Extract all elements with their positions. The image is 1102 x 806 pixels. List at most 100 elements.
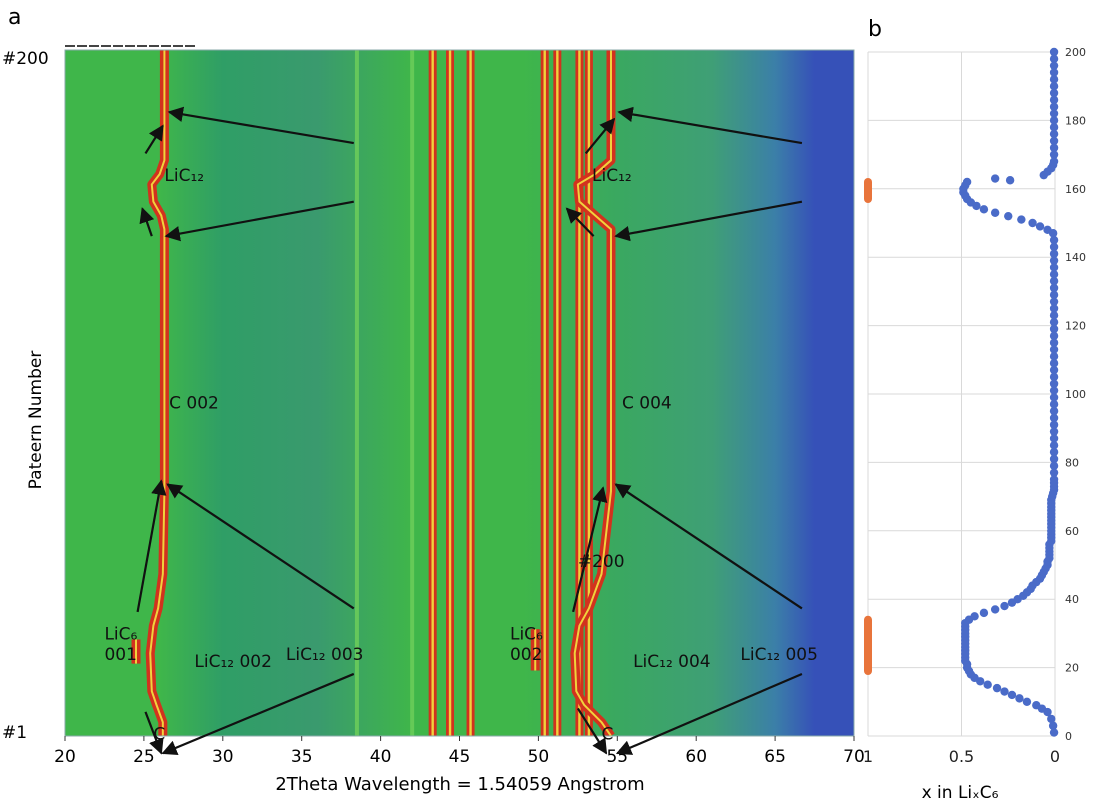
data-point xyxy=(1047,714,1056,724)
peak-layer xyxy=(131,50,616,736)
data-point xyxy=(1049,331,1059,341)
data-point xyxy=(1015,694,1024,703)
data-point xyxy=(1049,324,1059,334)
data-point xyxy=(1049,413,1059,423)
data-point xyxy=(1049,420,1059,429)
y-tick-label: 0 xyxy=(1065,730,1072,743)
data-point xyxy=(1049,441,1059,450)
x-tick-label: 60 xyxy=(685,747,707,767)
data-point xyxy=(1049,379,1059,388)
annotation-arrow xyxy=(161,672,355,756)
data-point xyxy=(1049,235,1059,245)
annotation-arrow xyxy=(144,124,164,155)
data-point xyxy=(1049,297,1059,306)
data-point xyxy=(1049,157,1059,166)
data-point xyxy=(990,174,1000,183)
data-point xyxy=(1049,102,1059,111)
panel-b-label: b xyxy=(868,17,882,42)
data-point xyxy=(1004,211,1013,221)
vertical-band-core xyxy=(431,50,434,736)
data-point xyxy=(1049,143,1059,152)
vertical-band-core xyxy=(556,50,559,736)
y-tick-label: 180 xyxy=(1065,114,1086,127)
data-point xyxy=(1043,225,1052,235)
arrow-layer xyxy=(136,106,803,756)
data-point xyxy=(1049,386,1059,395)
data-point xyxy=(1049,136,1059,146)
peak-annotation: #200 xyxy=(578,552,625,572)
ticks-b: 0 20 40 60 80 100 120 140 160 180 200 1 0.5 0 xyxy=(863,46,1086,766)
data-point xyxy=(1000,601,1009,611)
annotation-arrow xyxy=(565,207,595,237)
data-point xyxy=(1049,317,1059,327)
annotation-arrow xyxy=(164,200,354,242)
data-point xyxy=(990,605,1000,614)
x-tick-label: 0 xyxy=(1050,747,1060,766)
peak-annotation: LiC₆ xyxy=(510,624,543,644)
annotation-arrow xyxy=(617,106,803,145)
data-point xyxy=(1049,427,1059,436)
data-point xyxy=(1049,116,1059,125)
x-tick-label: 40 xyxy=(370,747,392,767)
peak-annotation: LiC₁₂ 004 xyxy=(633,652,711,672)
data-point xyxy=(1032,701,1041,710)
data-point xyxy=(1049,82,1059,91)
x-tick-label: 30 xyxy=(212,747,234,767)
data-point xyxy=(1049,365,1059,375)
panel-a-label: a xyxy=(8,5,21,30)
annotation-arrow xyxy=(584,117,616,155)
data-point xyxy=(1049,249,1059,258)
annotation-arrow xyxy=(615,672,803,755)
data-point xyxy=(1022,697,1032,706)
data-point xyxy=(1049,434,1059,443)
peak-annotation: C 004 xyxy=(622,394,672,414)
data-point xyxy=(1049,109,1059,118)
data-point xyxy=(1049,359,1059,368)
y-tick-label: 160 xyxy=(1065,183,1086,196)
peak-annotation: LiC₁₂ 002 xyxy=(194,652,272,672)
annotation-arrow xyxy=(139,207,155,237)
x-tick-label: 0.5 xyxy=(949,747,974,766)
pattern-bottom-label: #1 xyxy=(2,723,27,743)
data-point xyxy=(1049,290,1059,300)
annotation-arrow xyxy=(136,479,167,613)
data-point xyxy=(1049,352,1059,361)
panel-b: b 0 20 40 60 80 100 120 140 160 180 200 1 0.5 0 x in … xyxy=(863,17,1086,803)
peak-core-graphite-004 xyxy=(573,50,612,736)
data-point xyxy=(1049,95,1059,105)
data-point xyxy=(1049,406,1059,416)
data-point xyxy=(1049,393,1059,402)
annotation-arrow xyxy=(167,106,354,145)
annotation-arrow xyxy=(572,486,608,613)
data-point xyxy=(1049,270,1059,279)
vertical-band-weak xyxy=(410,50,415,736)
data-point xyxy=(1049,75,1059,84)
y-tick-label: 120 xyxy=(1065,320,1086,333)
y-tick-label: 140 xyxy=(1065,251,1086,264)
data-point xyxy=(1049,263,1059,272)
data-point xyxy=(1049,454,1059,464)
peak-annotation: LiC₁₂ 005 xyxy=(740,645,818,665)
y-tick-label: 60 xyxy=(1065,525,1079,538)
x-tick-label: 45 xyxy=(449,747,471,767)
data-point xyxy=(979,608,989,618)
heatmap-vertical-shade xyxy=(65,50,854,736)
data-point xyxy=(979,205,989,214)
annotation-arrow xyxy=(166,483,355,610)
peak-annotation: C xyxy=(602,724,614,744)
data-point xyxy=(1049,283,1059,293)
data-point xyxy=(1049,447,1059,457)
data-point xyxy=(1049,276,1059,286)
vertical-band-weak xyxy=(354,50,359,736)
data-point xyxy=(1049,68,1059,77)
data-point xyxy=(1049,468,1059,477)
data-point xyxy=(1049,123,1059,132)
data-point xyxy=(1049,345,1059,354)
x-ticks-a: 20 25 30 35 40 45 50 55 60 65 70 xyxy=(54,736,865,767)
peak-annotation: LiC₁₂ xyxy=(592,166,632,186)
data-point xyxy=(1049,461,1059,471)
annotation-arrow xyxy=(576,707,608,755)
data-point xyxy=(1049,88,1059,98)
